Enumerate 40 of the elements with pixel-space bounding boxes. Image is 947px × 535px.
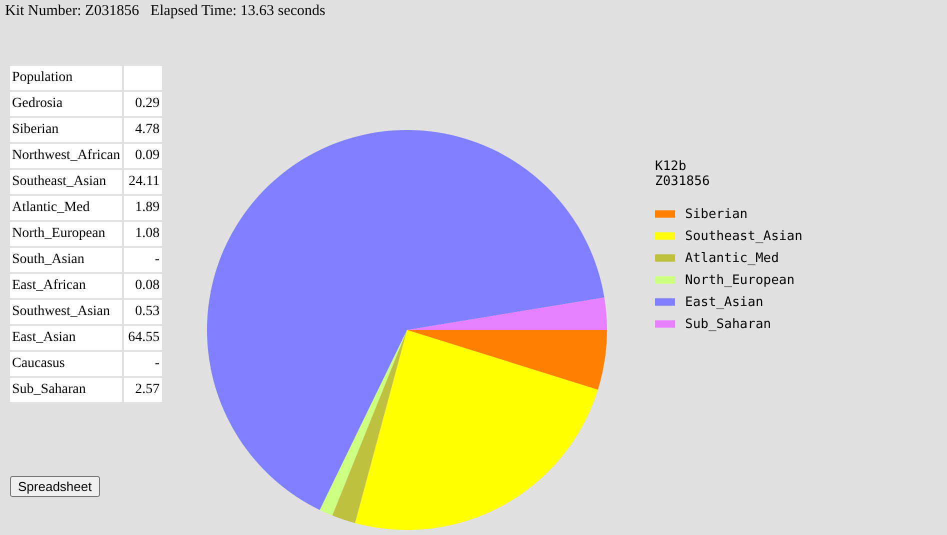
category-label: Southeast_Asian (10, 170, 122, 194)
category-label: Atlantic_Med (10, 196, 122, 220)
pie-slice (354, 330, 598, 530)
category-label: South_Asian (10, 248, 122, 272)
category-label: Caucasus (10, 352, 122, 376)
text: 1.89 (135, 200, 160, 215)
text: Population (10, 66, 122, 90)
text: - (154, 252, 160, 267)
pie-slice (407, 330, 607, 390)
legend-label: Southeast_Asian (685, 229, 802, 244)
text: 2.57 (135, 382, 160, 397)
text: 0.29 (135, 96, 160, 111)
legend-label: Sub_Saharan (685, 317, 772, 332)
text: 0.08 (135, 278, 160, 293)
category-label: East_Asian (10, 326, 122, 350)
text: 0.09 (135, 148, 160, 163)
legend-label: North_European (685, 273, 795, 288)
text: 4.78 (135, 122, 160, 137)
button: Spreadsheet (10, 476, 100, 497)
category-label: Northwest_African (10, 144, 122, 168)
legend-title: K12b Z031856 (655, 159, 710, 189)
category-label: East_African (10, 274, 122, 298)
text: 1.08 (135, 226, 160, 241)
text: Kit Number: Z031856 Elapsed Time: 13.63 seconds (5, 3, 326, 20)
text: - (154, 356, 160, 371)
pie-slice (207, 130, 604, 510)
category-label: Gedrosia (10, 92, 122, 116)
text: 0.53 (135, 304, 160, 319)
category-label: Siberian (10, 118, 122, 142)
legend-label: Atlantic_Med (685, 251, 779, 266)
text: 24.11 (128, 174, 160, 189)
pie-slice (407, 298, 607, 330)
category-label: Southwest_Asian (10, 300, 122, 324)
legend-label: East_Asian (685, 295, 764, 310)
legend-label: Siberian (685, 207, 748, 222)
category-label: Sub_Saharan (10, 378, 122, 402)
pie-slice (332, 330, 407, 524)
pie-slice (320, 330, 407, 516)
text: 64.55 (128, 330, 160, 345)
category-label: North_European (10, 222, 122, 246)
